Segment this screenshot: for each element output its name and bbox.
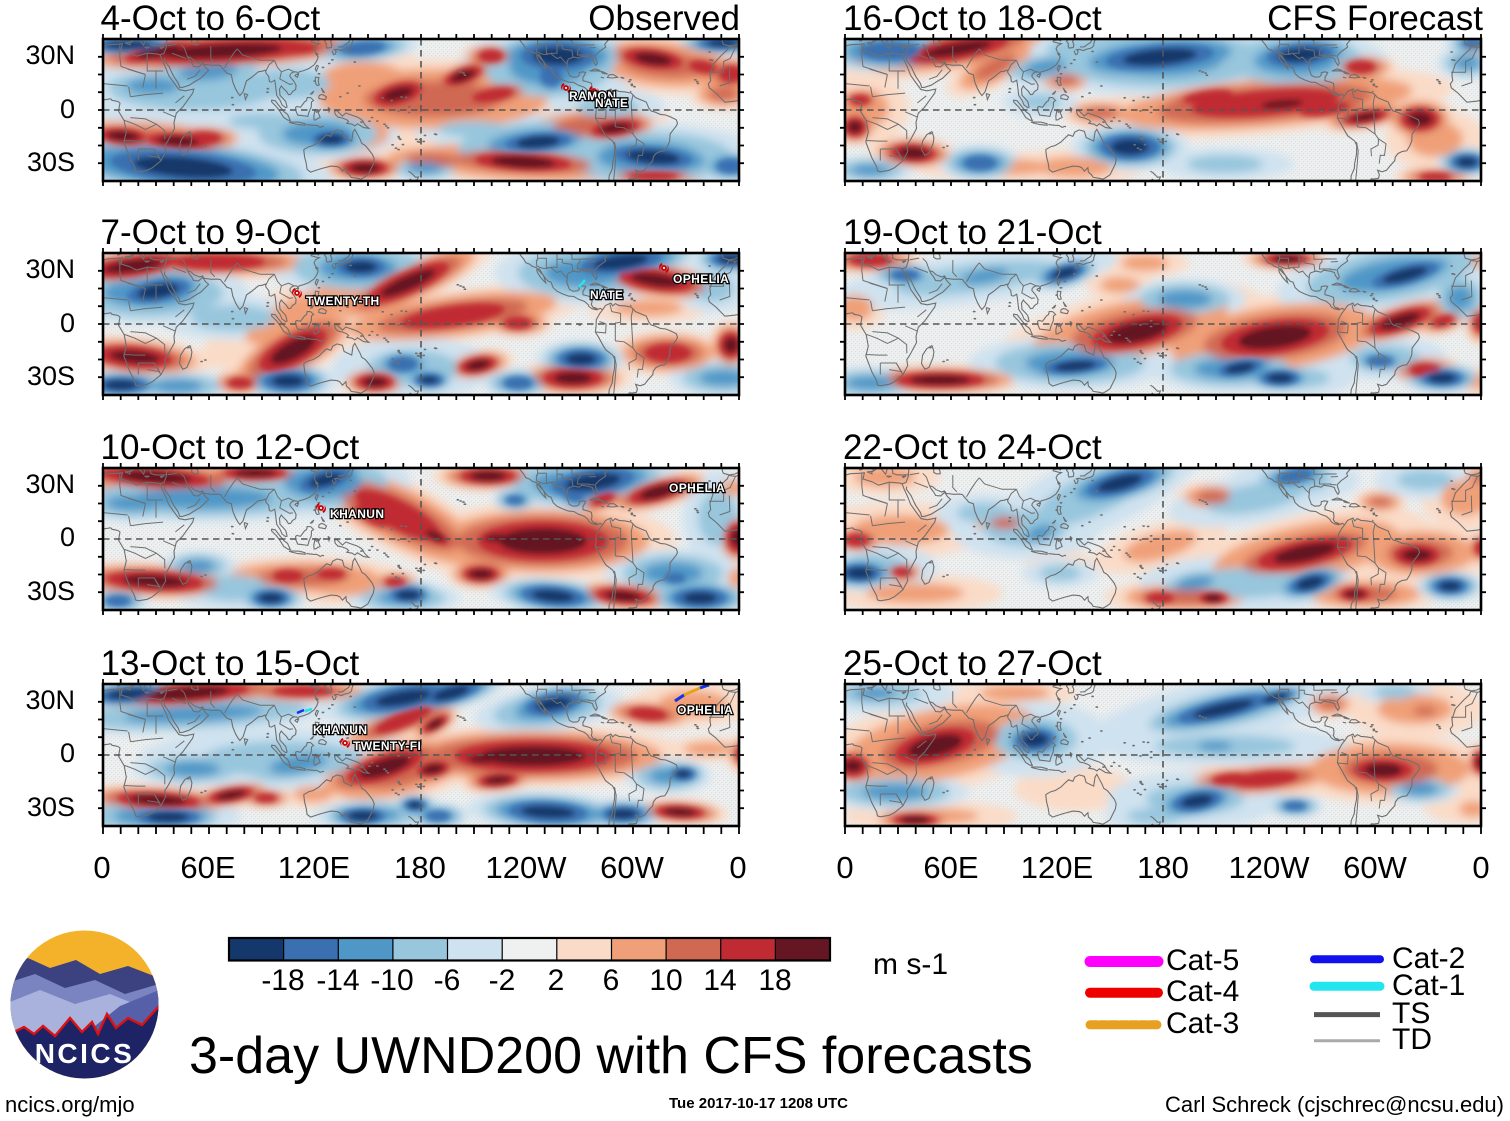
- svg-text:TWENTY-FI: TWENTY-FI: [353, 739, 421, 753]
- svg-text:OPHELIA: OPHELIA: [677, 703, 733, 717]
- svg-text:NATE: NATE: [595, 96, 628, 110]
- svg-text:OPHELIA: OPHELIA: [673, 272, 729, 286]
- svg-text:TWENTY-TH: TWENTY-TH: [306, 294, 380, 308]
- svg-text:NCICS: NCICS: [35, 1038, 135, 1069]
- svg-text:NATE: NATE: [590, 288, 623, 302]
- svg-text:KHANUN: KHANUN: [313, 723, 367, 737]
- svg-text:OPHELIA: OPHELIA: [669, 481, 725, 495]
- svg-text:KHANUN: KHANUN: [330, 507, 384, 521]
- svg-text:RAMON: RAMON: [569, 89, 616, 103]
